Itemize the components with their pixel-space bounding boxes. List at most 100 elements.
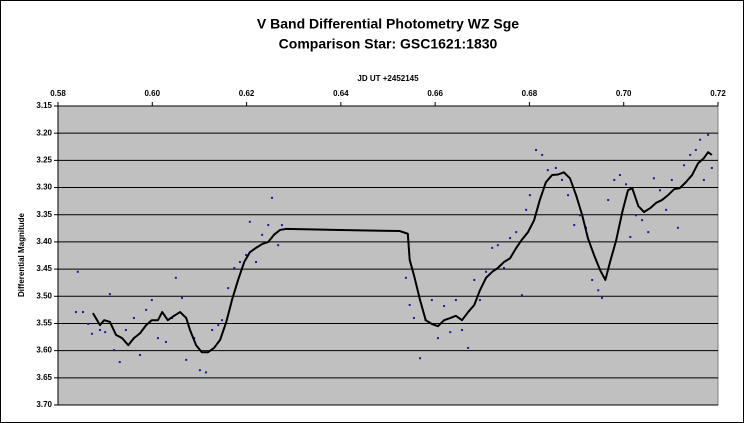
data-point (408, 303, 411, 306)
data-point (261, 233, 264, 236)
data-point (449, 331, 452, 334)
y-axis-title: Differential Magnitude (17, 212, 26, 297)
data-point (485, 270, 488, 273)
data-point (647, 231, 650, 234)
data-point (174, 276, 177, 279)
data-point (211, 328, 214, 331)
x-tick-label: 0.64 (333, 89, 349, 98)
y-tick-label: 3.60 (36, 346, 52, 355)
x-tick-label: 0.70 (616, 89, 632, 98)
data-point (467, 346, 470, 349)
data-point (478, 299, 481, 302)
y-tick-label: 3.20 (36, 128, 52, 137)
data-point (255, 261, 257, 264)
data-point (461, 328, 464, 331)
x-tick-label: 0.66 (427, 89, 443, 98)
x-tick-label: 0.68 (522, 89, 538, 98)
data-point (185, 358, 188, 361)
data-point (702, 178, 705, 181)
data-point (683, 164, 686, 167)
x-axis-title: JD UT +2452145 (357, 74, 419, 83)
data-point (629, 236, 632, 239)
data-point (597, 289, 600, 292)
data-point (591, 278, 594, 281)
data-point (132, 317, 135, 320)
chart-subtitle: Comparison Star: GSC1621:1830 (279, 36, 498, 52)
data-point (699, 138, 702, 141)
data-point (164, 340, 167, 343)
data-point (613, 178, 616, 181)
data-point (560, 178, 563, 181)
data-point (271, 196, 274, 199)
data-point (665, 208, 668, 211)
data-point (601, 296, 604, 299)
data-point (625, 183, 628, 186)
data-point (496, 244, 499, 247)
data-point (404, 276, 407, 279)
data-point (491, 246, 494, 249)
data-point (430, 299, 433, 302)
data-point (541, 153, 544, 156)
data-point (419, 357, 422, 360)
data-point (245, 253, 248, 256)
data-point (76, 270, 79, 273)
data-line (92, 151, 713, 354)
data-point (156, 337, 159, 340)
data-point (145, 308, 148, 311)
data-point (634, 214, 637, 217)
data-point (113, 349, 116, 352)
data-point (108, 293, 111, 296)
data-point (150, 299, 153, 302)
data-point (578, 214, 581, 217)
data-point (198, 369, 201, 372)
chart-title: V Band Differential Photometry WZ Sge (257, 16, 519, 32)
data-point (454, 299, 457, 302)
y-tick-label: 3.65 (36, 373, 52, 382)
data-point (74, 311, 77, 314)
data-point (670, 178, 673, 181)
data-point (567, 194, 570, 197)
data-point (535, 149, 538, 152)
data-point (525, 208, 528, 211)
data-point (652, 177, 655, 180)
data-point (607, 199, 610, 202)
data-point (554, 166, 557, 169)
data-point (528, 194, 531, 197)
data-point (233, 267, 236, 270)
data-point (124, 328, 127, 331)
data-point (412, 317, 415, 320)
data-point (509, 237, 512, 240)
data-point (104, 331, 107, 334)
y-tick-label: 3.50 (36, 291, 52, 300)
y-tick-label: 3.70 (36, 400, 52, 409)
data-point (98, 328, 101, 331)
data-point (710, 166, 713, 169)
data-point (573, 224, 576, 227)
data-point (277, 244, 280, 247)
y-tick-label: 3.55 (36, 319, 52, 328)
data-point (689, 153, 692, 156)
y-tick-label: 3.30 (36, 183, 52, 192)
plot-area (57, 105, 719, 406)
data-point (217, 324, 220, 327)
x-tick-label: 0.60 (144, 89, 160, 98)
x-tick-label: 0.58 (50, 89, 66, 98)
y-tick-label: 3.40 (36, 237, 52, 246)
data-point (473, 278, 476, 281)
data-point (436, 337, 439, 340)
y-tick-label: 3.45 (36, 264, 52, 273)
data-point (248, 220, 251, 223)
data-point (546, 169, 549, 172)
data-point (238, 261, 241, 264)
data-point (641, 219, 644, 222)
x-tick-label: 0.62 (239, 89, 255, 98)
data-point (515, 231, 518, 234)
data-point (81, 311, 84, 314)
data-point (205, 371, 208, 374)
data-point (676, 226, 679, 229)
data-point (227, 287, 230, 290)
x-tick-label: 0.72 (710, 89, 726, 98)
data-point (87, 322, 90, 325)
data-point (118, 361, 121, 364)
